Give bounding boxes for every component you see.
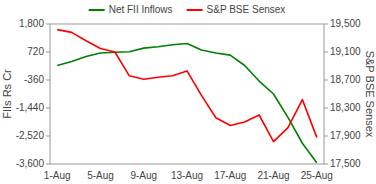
y2-tick xyxy=(324,136,328,137)
legend-label: Net FII Inflows xyxy=(109,4,173,15)
y-tick-label: -360 xyxy=(24,74,44,85)
y-tick-label: 1,800 xyxy=(19,18,44,29)
y2-tick-label: 19,500 xyxy=(330,18,361,29)
y2-tick-label: 19,100 xyxy=(330,46,361,57)
y2-axis-label: S&P BSE Sensex xyxy=(364,51,376,138)
x-tick-label: 13-Aug xyxy=(171,170,203,181)
x-tick-label: 21-Aug xyxy=(257,170,289,181)
x-tick-label: 5-Aug xyxy=(87,170,114,181)
y2-tick-label: 18,700 xyxy=(330,74,361,85)
y-tick-label: -2,520 xyxy=(16,130,45,141)
plot-frame xyxy=(50,24,324,164)
y-tick xyxy=(46,164,50,165)
legend-label: S&P BSE Sensex xyxy=(207,4,286,15)
y-axis-label: FIIs Rs Cr xyxy=(1,69,13,119)
x-tick-label: 25-Aug xyxy=(301,170,333,181)
legend-swatch xyxy=(89,9,105,11)
y2-tick xyxy=(324,52,328,53)
x-tick-label: 9-Aug xyxy=(130,170,157,181)
y-tick xyxy=(46,80,50,81)
legend-swatch xyxy=(187,9,203,11)
legend: Net FII Inflows S&P BSE Sensex xyxy=(89,4,286,15)
y-tick-label: 720 xyxy=(27,46,44,57)
x-tick-label: 17-Aug xyxy=(214,170,246,181)
y2-tick xyxy=(324,80,328,81)
plot-area xyxy=(57,30,317,163)
series-line xyxy=(57,30,317,142)
y-tick xyxy=(46,24,50,25)
y-tick xyxy=(46,136,50,137)
series-line xyxy=(57,43,317,162)
chart: 1,800 720 -360 -1,440 -2,520 -3,600 19,500 19,1… xyxy=(0,0,376,184)
y2-tick xyxy=(324,164,328,165)
y2-tick-label: 17,500 xyxy=(330,158,361,169)
y-tick-label: -1,440 xyxy=(16,102,45,113)
y-tick xyxy=(46,108,50,109)
y2-tick-label: 18,300 xyxy=(330,102,361,113)
x-tick-label: 1-Aug xyxy=(44,170,71,181)
y2-tick xyxy=(324,24,328,25)
y2-tick-label: 17,900 xyxy=(330,130,361,141)
y-tick-label: -3,600 xyxy=(16,158,45,169)
y-tick xyxy=(46,52,50,53)
y2-tick xyxy=(324,108,328,109)
